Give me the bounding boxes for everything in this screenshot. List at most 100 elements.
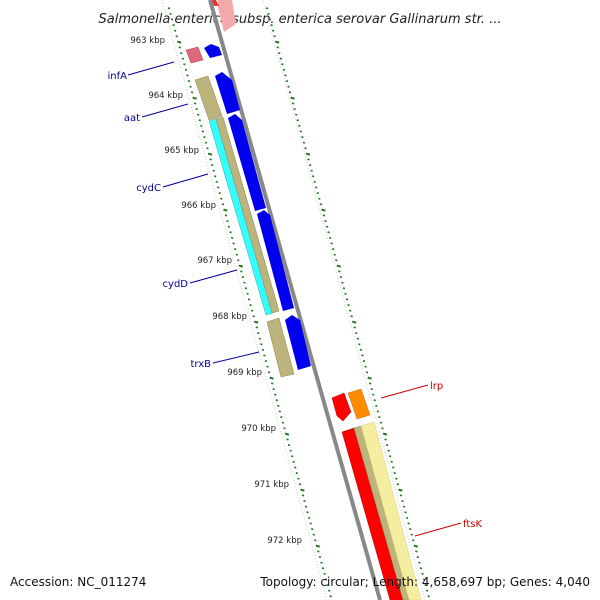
tick-mark: [237, 259, 240, 262]
tick-mark: [201, 130, 205, 133]
tick-mark: [275, 399, 278, 402]
tick-mark: [273, 35, 276, 38]
tick-mark: [323, 572, 326, 575]
feature-bars: [185, 44, 422, 600]
tick-mark: [240, 270, 243, 273]
gene-label-infA: infA: [108, 71, 128, 82]
tick-mark: [170, 18, 174, 21]
gene-label-trxB: trxB: [190, 359, 211, 370]
tick-mark: [310, 169, 313, 172]
genome-backbone: [208, 0, 382, 600]
tick-mark: [344, 292, 347, 295]
tick-mark: [246, 292, 249, 295]
tick-mark: [342, 287, 346, 290]
tick-mark: [333, 253, 336, 256]
tick-mark: [213, 175, 217, 178]
gene-label-cydD: cydD: [163, 279, 189, 290]
tick-mark: [291, 102, 295, 105]
tick-mark: [361, 354, 364, 357]
tick-mark: [176, 40, 182, 44]
trxB-cds-arrow: [285, 315, 311, 370]
tick-mark: [353, 326, 356, 329]
tick-mark: [283, 427, 286, 430]
infA-cds-arrow: [204, 44, 222, 58]
tick-mark: [326, 584, 329, 587]
tick-mark: [296, 119, 299, 122]
tick-mark: [341, 281, 344, 284]
tick-mark: [359, 348, 363, 351]
ftsK-leader: [414, 522, 462, 537]
gene-labels: infA aat cydC cydD trxB lrp ftsK: [108, 71, 483, 530]
tick-mark: [412, 539, 415, 542]
tick-mark: [396, 483, 400, 486]
tick-mark: [395, 477, 398, 480]
tick-mark: [350, 315, 353, 318]
tick-mark: [271, 29, 275, 32]
tick-mark: [301, 494, 305, 497]
tick-mark: [336, 264, 342, 268]
tick-mark: [220, 197, 223, 200]
ftsK-cds-bar: [341, 427, 404, 600]
tick-mark: [173, 29, 177, 32]
tick-mark: [193, 102, 197, 105]
tick-mark: [267, 371, 271, 374]
tick-mark: [250, 309, 254, 312]
tick-mark: [332, 248, 335, 251]
aat-cog-bar: [194, 75, 223, 121]
cydC-cydD-tan-bar: [215, 116, 280, 314]
tick-label: 965 kbp: [164, 146, 199, 156]
tick-labels: 963 kbp 964 kbp 965 kbp 966 kbp 967 kbp …: [130, 36, 302, 546]
tick-mark: [261, 348, 265, 351]
tick-mark: [301, 136, 304, 139]
tick-mark: [327, 589, 331, 592]
tick-mark: [356, 337, 360, 340]
tick-mark: [330, 242, 333, 245]
summary-text: Topology: circular; Length: 4,658,697 bp…: [259, 575, 590, 589]
tick-mark: [409, 528, 412, 531]
tick-mark: [410, 533, 413, 536]
tick-mark: [387, 449, 390, 452]
tick-mark: [312, 533, 315, 536]
lrp-cog-bar: [347, 388, 371, 420]
tick-mark: [230, 236, 234, 239]
tick-mark: [328, 236, 332, 239]
tick-mark: [393, 472, 396, 475]
tick-label: 970 kbp: [241, 424, 276, 434]
tick-mark: [358, 343, 361, 346]
tick-mark: [232, 242, 235, 245]
tick-mark: [195, 108, 198, 111]
tick-mark: [339, 276, 343, 279]
tick-mark: [338, 270, 341, 273]
tick-mark: [348, 309, 352, 312]
tick-mark: [252, 315, 255, 318]
tick-mark: [416, 556, 420, 559]
tick-mark: [217, 186, 220, 189]
tick-mark: [279, 57, 283, 60]
tick-mark: [300, 488, 305, 492]
tick-mark: [419, 567, 423, 570]
tick-mark: [276, 46, 279, 49]
tick-mark: [321, 567, 325, 570]
tick-mark: [299, 130, 303, 133]
tick-mark: [388, 455, 392, 458]
ftsK-cog-bar: [360, 421, 422, 600]
tick-mark: [192, 96, 197, 100]
tick-mark: [317, 550, 320, 553]
tick-mark: [372, 393, 375, 396]
tick-mark: [390, 460, 393, 463]
tick-mark: [313, 180, 316, 183]
tick-mark: [384, 438, 387, 441]
tick-mark: [401, 500, 404, 503]
tick-mark: [407, 522, 410, 525]
tick-mark: [309, 522, 312, 525]
tick-mark: [210, 164, 214, 167]
tick-mark: [269, 376, 274, 380]
tick-mark: [238, 264, 244, 268]
tick-mark: [180, 52, 183, 55]
tick-mark: [298, 483, 302, 486]
tick-mark: [314, 539, 317, 542]
tick-mark: [243, 281, 246, 284]
tick-mark: [373, 399, 376, 402]
tick-mark: [221, 203, 225, 206]
